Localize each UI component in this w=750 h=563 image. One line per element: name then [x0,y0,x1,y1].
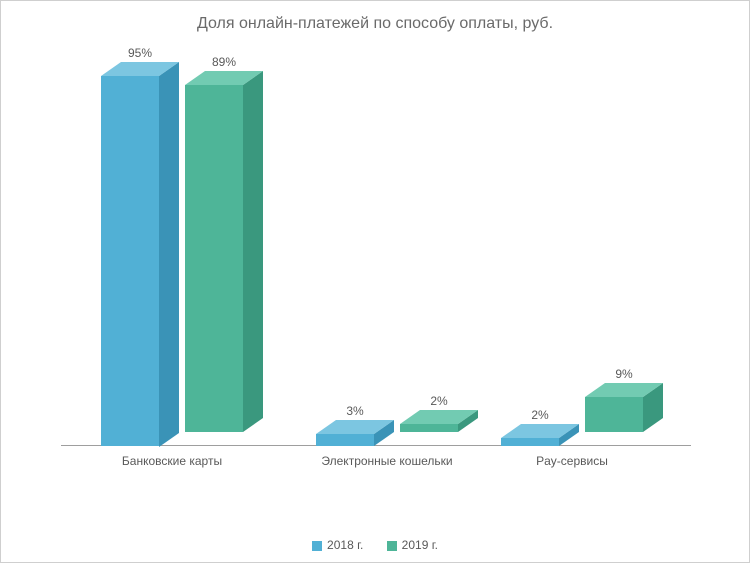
legend-label-2019: 2019 г. [402,538,438,552]
category-label: Электронные кошельки [321,454,452,468]
bar-value-label: 2% [430,394,447,408]
category-label: Pay-сервисы [536,454,608,468]
bar [501,424,579,446]
chart-container: Доля онлайн-платежей по способу оплаты, … [0,0,750,563]
bar-value-label: 3% [346,404,363,418]
chart-title: Доля онлайн-платежей по способу оплаты, … [1,1,749,33]
bar-value-label: 2% [531,408,548,422]
bar-value-label: 89% [212,55,236,69]
bar [185,71,263,432]
legend: 2018 г. 2019 г. [1,538,749,552]
bar [400,410,478,432]
bar-value-label: 95% [128,46,152,60]
plot-area: 95%89%Банковские карты3%2%Электронные ко… [61,56,691,486]
legend-swatch-2019 [387,541,397,551]
bar-value-label: 9% [615,367,632,381]
bar [585,383,663,432]
legend-swatch-2018 [312,541,322,551]
legend-item-2019: 2019 г. [387,538,438,552]
legend-item-2018: 2018 г. [312,538,363,552]
category-label: Банковские карты [122,454,222,468]
bar [101,62,179,447]
bar [316,420,394,446]
legend-label-2018: 2018 г. [327,538,363,552]
